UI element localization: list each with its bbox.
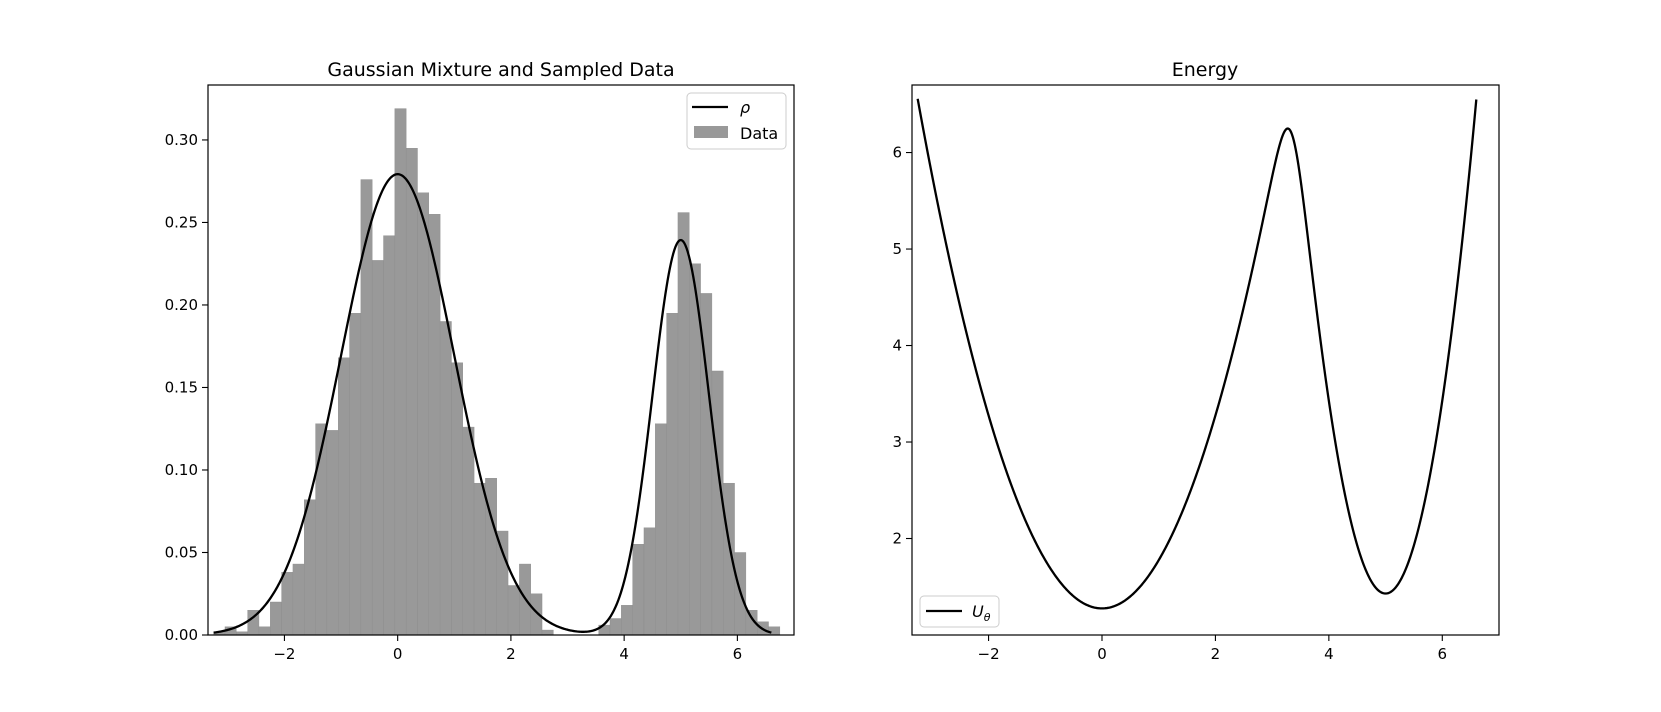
histogram-bar <box>281 572 294 636</box>
histogram-bar <box>609 618 622 636</box>
legend-bar-swatch <box>694 126 728 138</box>
histogram-bar <box>541 629 554 636</box>
histogram-bar <box>496 530 509 636</box>
histogram-bar <box>507 585 520 636</box>
histogram-bar <box>417 192 430 636</box>
histogram-x-axis: −2 0 2 4 6 <box>273 635 742 663</box>
histogram-bar <box>666 313 679 636</box>
histogram-bar <box>258 626 271 636</box>
histogram-bar <box>473 482 486 636</box>
histogram-bar <box>371 260 384 636</box>
histogram-bar <box>315 423 328 636</box>
y-tick-label: 5 <box>892 240 902 258</box>
histogram-bar <box>383 235 396 636</box>
histogram-legend: ρ Data <box>686 92 787 150</box>
histogram-panel: Gaussian Mixture and Sampled Data −2 0 2 4 6… <box>165 59 795 663</box>
histogram-bar <box>394 108 407 636</box>
x-tick-label: 4 <box>619 645 629 663</box>
y-tick-label: 0.15 <box>165 378 198 396</box>
histogram-bar <box>632 544 645 636</box>
histogram-bar <box>677 212 690 636</box>
energy-y-axis: 2 3 4 5 6 <box>892 144 912 548</box>
energy-line <box>916 98 1478 610</box>
x-tick-label: 6 <box>1438 645 1448 663</box>
histogram-bar <box>304 499 316 636</box>
density-line <box>213 173 772 634</box>
histogram-bar <box>439 321 452 636</box>
histogram-bar <box>270 601 282 636</box>
legend-label-energy: Uθ <box>972 602 991 624</box>
energy-title: Energy <box>1172 59 1239 81</box>
x-tick-label: 6 <box>733 645 743 663</box>
histogram-bar <box>768 626 781 636</box>
histogram-bar <box>349 313 362 636</box>
histogram-bar <box>326 430 339 636</box>
x-tick-label: 0 <box>1097 645 1107 663</box>
y-tick-label: 0.25 <box>165 213 198 231</box>
histogram-bar <box>405 148 418 636</box>
histogram-bar <box>655 423 667 636</box>
histogram-bar <box>462 426 475 636</box>
legend-label-data: Data <box>740 124 778 143</box>
energy-plot-frame <box>911 84 1500 636</box>
energy-panel: Energy −2 0 2 4 6 2 3 4 5 6 Uθ <box>892 59 1500 663</box>
x-tick-label: 2 <box>1211 645 1221 663</box>
y-tick-label: 0.20 <box>165 296 198 314</box>
energy-legend: Uθ <box>919 595 1000 628</box>
x-tick-label: 0 <box>393 645 403 663</box>
legend-label-rho: ρ <box>740 98 750 117</box>
histogram-plot-frame <box>207 84 795 636</box>
histogram-bars <box>213 108 781 636</box>
histogram-title: Gaussian Mixture and Sampled Data <box>327 59 674 81</box>
y-tick-label: 0.30 <box>165 131 198 149</box>
histogram-y-axis: 0.00 0.05 0.10 0.15 0.20 0.25 0.30 <box>165 131 208 644</box>
histogram-bar <box>621 605 633 636</box>
histogram-bar <box>643 527 656 636</box>
histogram-bar <box>451 362 463 636</box>
x-tick-label: 2 <box>506 645 516 663</box>
y-tick-label: 0.00 <box>165 626 198 644</box>
y-tick-label: 0.10 <box>165 461 198 479</box>
y-tick-label: 4 <box>892 337 902 355</box>
histogram-bar <box>338 357 350 636</box>
y-tick-label: 0.05 <box>165 543 198 561</box>
y-tick-label: 3 <box>892 433 902 451</box>
histogram-bar <box>292 563 305 636</box>
histogram-bar <box>360 179 373 636</box>
y-tick-label: 2 <box>892 530 902 548</box>
x-tick-label: 4 <box>1324 645 1334 663</box>
x-tick-label: −2 <box>978 645 1000 663</box>
y-tick-label: 6 <box>892 144 902 162</box>
energy-x-axis: −2 0 2 4 6 <box>978 635 1448 663</box>
x-tick-label: −2 <box>273 645 295 663</box>
